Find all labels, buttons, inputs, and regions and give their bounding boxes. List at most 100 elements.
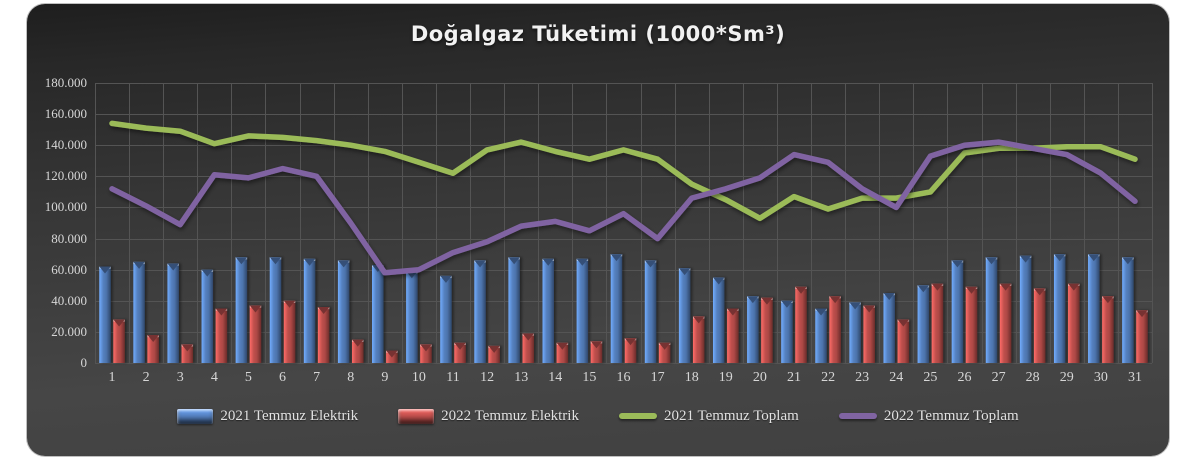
bar-2022-temmuz-elektrik-day-23: [863, 305, 875, 363]
y-axis-label: 140.000: [44, 137, 87, 153]
bar-top-notch: [147, 335, 159, 342]
bar-top-notch: [999, 283, 1012, 291]
bar-top-notch: [883, 293, 895, 300]
x-axis-label: 7: [313, 370, 321, 385]
bar-top-notch: [610, 254, 623, 262]
bar-top-notch: [167, 263, 179, 271]
bar-top-notch: [542, 258, 555, 266]
chart-panel: Doğalgaz Tüketimi (1000*Sm³) 0 20.000 40.0…: [27, 4, 1169, 456]
legend-item-2021-temmuz-elektrik: 2021 Temmuz Elektrik: [177, 408, 358, 425]
bar-top-notch: [658, 342, 671, 350]
x-axis-label: 24: [889, 370, 904, 385]
bar-top-notch: [1019, 255, 1032, 263]
legend-label: 2022 Temmuz Toplam: [883, 407, 1019, 424]
bar-2022-temmuz-elektrik-day-17: [658, 342, 671, 363]
bar-2021-temmuz-elektrik-day-17: [644, 260, 657, 363]
bar-top-notch: [133, 261, 145, 269]
bar-2021-temmuz-elektrik-day-22: [815, 308, 827, 363]
bar-top-notch: [303, 258, 316, 266]
bar-2021-temmuz-elektrik-day-14: [542, 258, 555, 363]
bar-2022-temmuz-elektrik-day-28: [1033, 288, 1046, 363]
bar-top-notch: [440, 275, 452, 283]
bar-top-notch: [951, 260, 964, 268]
bar-2021-temmuz-elektrik-day-1: [99, 266, 111, 363]
line-2021-temmuz-toplam: [109, 120, 1138, 222]
bar-2021-temmuz-elektrik-day-15: [576, 258, 589, 363]
bar-top-notch: [644, 260, 657, 268]
bar-top-notch: [454, 342, 466, 350]
x-axis-label: 5: [244, 370, 252, 385]
x-axis-label: 29: [1059, 370, 1074, 385]
bar-top-notch: [590, 341, 603, 349]
bar-2022-temmuz-elektrik-day-3: [181, 344, 194, 363]
bar-2021-temmuz-elektrik-day-21: [781, 300, 793, 363]
bar-top-notch: [249, 305, 262, 313]
bar-2022-temmuz-elektrik-day-19: [727, 308, 739, 363]
x-axis-label: 15: [582, 370, 597, 385]
bar-top-notch: [352, 339, 364, 347]
bar-2021-temmuz-elektrik-day-5: [235, 257, 248, 363]
bar-top-notch: [1088, 254, 1100, 262]
bar-2021-temmuz-elektrik-day-26: [951, 260, 964, 363]
x-axis-label: 12: [480, 370, 495, 385]
x-axis-label: 30: [1093, 370, 1108, 385]
y-axis-label: 120.000: [44, 168, 87, 184]
bar-2021-temmuz-elektrik-day-12: [474, 260, 486, 363]
x-axis-label: 26: [957, 370, 972, 385]
bar-top-notch: [829, 296, 841, 304]
bar-top-notch: [522, 333, 535, 341]
legend-label: 2021 Temmuz Elektrik: [220, 407, 359, 424]
bar-top-notch: [917, 285, 930, 293]
bar-top-notch: [508, 257, 520, 265]
x-axis-label: 27: [991, 370, 1006, 385]
bar-top-notch: [337, 260, 350, 268]
bar-2021-temmuz-elektrik-day-28: [1019, 255, 1032, 363]
y-axis-label: 0: [80, 355, 88, 370]
bar-2022-temmuz-elektrik-day-26: [965, 286, 978, 363]
y-axis-label: 40.000: [51, 292, 87, 308]
y-axis-label: 80.000: [51, 230, 87, 246]
bar-2022-temmuz-elektrik-day-11: [454, 342, 466, 363]
bar-2022-temmuz-elektrik-day-13: [522, 333, 535, 363]
bar-top-notch: [1102, 296, 1114, 304]
bar-top-notch: [283, 300, 296, 308]
x-axis-label: 11: [446, 370, 460, 385]
bar-top-notch: [576, 258, 589, 266]
x-axis-label: 20: [752, 370, 767, 385]
x-axis-label: 19: [718, 370, 733, 385]
x-axis-label: 9: [381, 370, 389, 385]
bar-top-notch: [420, 344, 432, 352]
x-axis-label: 14: [548, 370, 563, 385]
bar-2022-temmuz-elektrik-day-8: [352, 339, 364, 363]
bar-top-notch: [1122, 257, 1134, 265]
legend-label: 2022 Temmuz Elektrik: [441, 407, 579, 424]
y-axis-label: 100.000: [44, 199, 87, 215]
bar-2021-temmuz-elektrik-day-8: [337, 260, 350, 363]
bar-2021-temmuz-elektrik-day-23: [849, 302, 861, 363]
bar-top-notch: [113, 319, 125, 327]
bar-2021-temmuz-elektrik-day-29: [1053, 254, 1066, 363]
bar-2021-temmuz-elektrik-day-10: [406, 271, 418, 363]
bar-2021-temmuz-elektrik-day-27: [985, 257, 998, 363]
plot-area: [95, 83, 1153, 364]
bar-top-notch: [1053, 254, 1066, 262]
bar-top-notch: [897, 319, 910, 327]
bar-top-notch: [201, 269, 214, 277]
x-axis-label: 2: [142, 370, 150, 385]
bar-2021-temmuz-elektrik-day-30: [1088, 254, 1100, 363]
plot-svg: [95, 83, 1153, 364]
bar-2022-temmuz-elektrik-day-6: [283, 300, 296, 363]
bar-2021-temmuz-elektrik-day-2: [133, 261, 145, 363]
x-axis-label: 4: [210, 370, 218, 385]
bar-2022-temmuz-elektrik-day-29: [1068, 283, 1080, 363]
legend-bar-swatch-icon: [398, 408, 435, 424]
bar-top-notch: [678, 268, 691, 276]
x-axis-label: 10: [411, 370, 426, 385]
bar-2022-temmuz-elektrik-day-22: [829, 296, 841, 363]
bar-top-notch: [985, 257, 998, 265]
bar-top-notch: [181, 344, 194, 352]
legend: 2021 Temmuz Elektrik 2022 Temmuz Elektrik…: [27, 400, 1169, 432]
x-axis-label: 31: [1127, 370, 1142, 385]
bar-top-notch: [269, 257, 282, 265]
legend-line-swatch-icon: [838, 413, 877, 419]
